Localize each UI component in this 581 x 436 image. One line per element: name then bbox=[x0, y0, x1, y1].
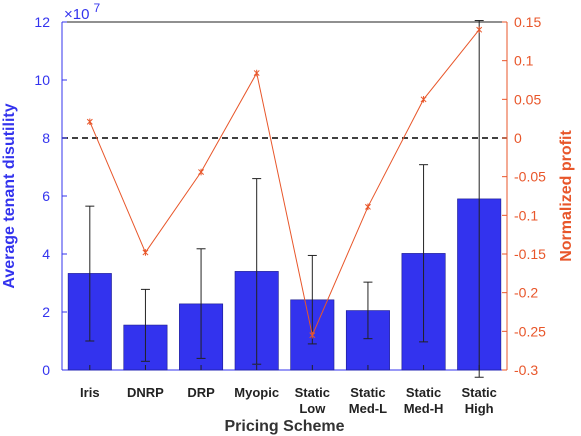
left-tick-label: 0 bbox=[42, 362, 50, 378]
right-tick-label: -0.05 bbox=[514, 169, 546, 185]
profit-point bbox=[420, 96, 427, 103]
category-label: High bbox=[465, 401, 494, 416]
category-label: Iris bbox=[80, 385, 100, 400]
left-tick-label: 2 bbox=[42, 304, 50, 320]
left-tick-label: 10 bbox=[34, 72, 50, 88]
category-label: Static bbox=[350, 385, 385, 400]
left-tick-label: 6 bbox=[42, 188, 50, 204]
right-tick-label: -0.3 bbox=[514, 362, 538, 378]
category-label: Static bbox=[406, 385, 441, 400]
right-tick-label: -0.15 bbox=[514, 246, 546, 262]
exponent-power: 7 bbox=[93, 1, 100, 15]
right-axis-title: Normalized profit bbox=[558, 130, 575, 262]
right-tick-label: -0.25 bbox=[514, 323, 546, 339]
profit-line bbox=[89, 29, 480, 337]
category-label: Low bbox=[299, 401, 326, 416]
category-label: Myopic bbox=[234, 385, 279, 400]
left-tick-label: 12 bbox=[34, 14, 50, 30]
category-label: Med-H bbox=[404, 401, 444, 416]
category-label: Med-L bbox=[349, 401, 387, 416]
right-tick-label: 0.1 bbox=[514, 53, 534, 69]
category-label: DNRP bbox=[127, 385, 164, 400]
profit-point bbox=[86, 118, 93, 126]
left-tick-label: 4 bbox=[42, 246, 50, 262]
right-tick-label: 0.15 bbox=[514, 14, 541, 30]
profit-point bbox=[476, 26, 483, 34]
profit-point bbox=[253, 69, 260, 77]
category-label: Static bbox=[461, 385, 496, 400]
left-axis-exponent: ×10 7 bbox=[64, 1, 100, 23]
profit-point bbox=[364, 203, 371, 211]
profit-point bbox=[309, 331, 316, 339]
x-axis-title: Pricing Scheme bbox=[224, 418, 344, 435]
profit-point bbox=[142, 249, 149, 256]
exponent-base: ×10 bbox=[64, 6, 89, 23]
category-label: Static bbox=[295, 385, 330, 400]
right-tick-label: -0.1 bbox=[514, 207, 538, 223]
profit-point bbox=[198, 168, 205, 176]
left-axis-title: Average tenant disutility bbox=[1, 103, 18, 288]
right-tick-label: -0.2 bbox=[514, 285, 538, 301]
category-label: DRP bbox=[187, 385, 215, 400]
right-tick-label: 0 bbox=[514, 130, 522, 146]
left-tick-label: 8 bbox=[42, 130, 50, 146]
right-tick-label: 0.05 bbox=[514, 91, 541, 107]
